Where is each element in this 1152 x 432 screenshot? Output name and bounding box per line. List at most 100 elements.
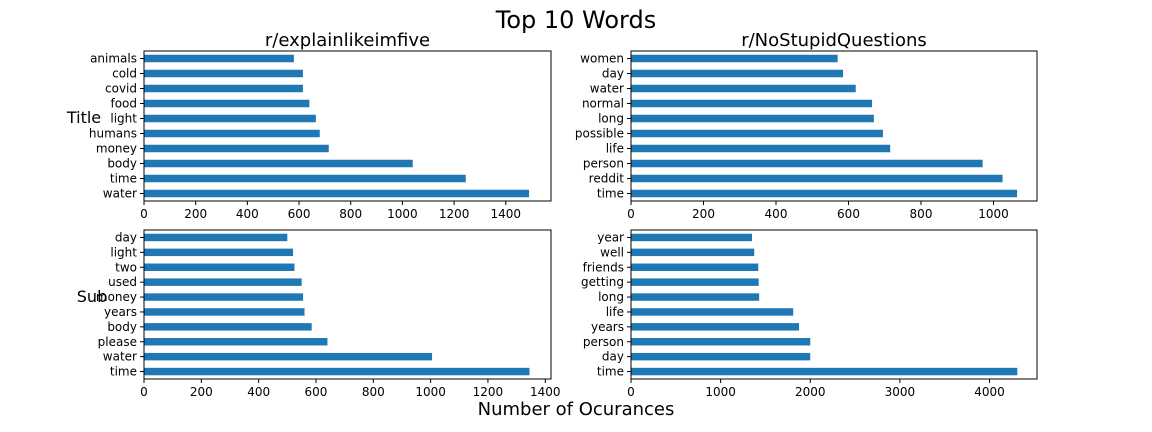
y-tick-label: cold: [112, 67, 137, 81]
bar-water: [144, 189, 530, 198]
bar-water: [144, 352, 433, 361]
bar-life: [631, 144, 891, 153]
x-tick-label: 1400: [491, 207, 522, 221]
y-tick-label: long: [598, 112, 624, 126]
y-tick-label: water: [103, 350, 137, 364]
y-tick-label: well: [600, 245, 624, 259]
x-tick-label: 400: [236, 207, 259, 221]
subplot-title: r/NoStupidQuestions: [741, 30, 927, 51]
y-tick-label: years: [591, 320, 624, 334]
y-tick-label: two: [115, 260, 137, 274]
subplot-4: timedaypersonyearslifelonggettingfriends…: [581, 229, 1038, 399]
bar-long: [631, 114, 874, 123]
bar-humans: [144, 129, 320, 138]
bar-day: [631, 352, 811, 361]
subplot-3: timewaterpleasebodyyearsmoneyusedtwoligh…: [96, 229, 561, 399]
x-tick-label: 800: [339, 207, 362, 221]
bar-person: [631, 338, 811, 346]
subplot-2: timeredditpersonlifepossiblelongnormalwa…: [575, 30, 1038, 221]
bar-please: [144, 338, 328, 346]
subplot-1: watertimebodymoneyhumanslightfoodcovidco…: [89, 30, 552, 221]
y-tick-label: year: [597, 230, 624, 244]
y-tick-label: day: [115, 230, 137, 244]
x-tick-label: 2000: [795, 385, 826, 399]
y-tick-label: life: [606, 142, 624, 156]
y-tick-label: animals: [90, 52, 137, 66]
subplot-grid: watertimebodymoneyhumanslightfoodcovidco…: [89, 30, 1038, 399]
y-tick-label: person: [583, 335, 624, 349]
axes-frame: [143, 229, 552, 380]
subplot-title: r/explainlikeimfive: [265, 30, 430, 51]
bar-reddit: [631, 174, 1003, 183]
y-tick-label: food: [110, 97, 137, 111]
x-tick-label: 3000: [885, 385, 916, 399]
y-tick-label: body: [107, 320, 137, 334]
y-tick-label: women: [580, 52, 624, 66]
x-tick-label: 200: [184, 207, 207, 221]
y-tick-label: time: [110, 172, 137, 186]
bar-covid: [144, 84, 303, 93]
bar-water: [631, 84, 856, 93]
x-tick-label: 600: [288, 207, 311, 221]
bar-two: [144, 263, 295, 271]
bar-getting: [631, 278, 759, 286]
bar-years: [631, 323, 800, 331]
bar-life: [631, 308, 794, 316]
axes-frame: [630, 50, 1038, 202]
x-tick-label: 600: [305, 385, 328, 399]
y-tick-label: getting: [581, 275, 624, 289]
bar-animals: [144, 54, 294, 63]
y-tick-label: used: [108, 275, 137, 289]
y-tick-label: water: [103, 187, 137, 201]
y-tick-label: time: [597, 187, 624, 201]
bar-money: [144, 144, 329, 153]
bar-person: [631, 159, 983, 168]
x-tick-label: 800: [362, 385, 385, 399]
y-tick-label: person: [583, 157, 624, 171]
bar-body: [144, 323, 312, 331]
y-tick-label: please: [98, 335, 137, 349]
y-tick-label: covid: [105, 82, 137, 96]
x-tick-label: 1400: [530, 385, 561, 399]
x-axis-label: Number of Ocurances: [478, 399, 675, 420]
bar-money: [144, 293, 304, 301]
figure-title: Top 10 Words: [495, 6, 657, 34]
x-tick-label: 4000: [974, 385, 1005, 399]
bar-years: [144, 308, 305, 316]
bar-light: [144, 114, 316, 123]
x-tick-label: 1000: [387, 207, 418, 221]
y-tick-label: day: [602, 350, 624, 364]
y-tick-label: friends: [583, 260, 624, 274]
bar-women: [631, 54, 838, 63]
y-tick-label: time: [110, 365, 137, 379]
bar-body: [144, 159, 413, 168]
bar-day: [144, 233, 288, 242]
x-tick-label: 200: [190, 385, 213, 399]
row-label-sub: Sub: [77, 287, 107, 306]
bar-friends: [631, 263, 759, 271]
axes-frame: [630, 229, 1038, 380]
y-tick-label: long: [598, 290, 624, 304]
row-label-title: Title: [66, 108, 101, 127]
x-tick-label: 400: [247, 385, 270, 399]
y-tick-label: normal: [582, 97, 624, 111]
y-tick-label: water: [590, 82, 624, 96]
y-tick-label: light: [110, 112, 137, 126]
bar-normal: [631, 99, 873, 108]
bar-time: [631, 367, 1018, 376]
bar-light: [144, 248, 294, 257]
bar-well: [631, 248, 755, 257]
x-tick-label: 0: [140, 207, 148, 221]
axes-frame: [143, 50, 552, 202]
bar-time: [144, 174, 466, 183]
bar-used: [144, 278, 302, 286]
y-tick-label: money: [96, 142, 137, 156]
bar-year: [631, 233, 752, 242]
x-tick-label: 0: [140, 385, 148, 399]
x-tick-label: 1000: [415, 385, 446, 399]
x-tick-label: 0: [627, 207, 635, 221]
bar-long: [631, 293, 760, 301]
y-tick-label: body: [107, 157, 137, 171]
x-tick-label: 1000: [705, 385, 736, 399]
